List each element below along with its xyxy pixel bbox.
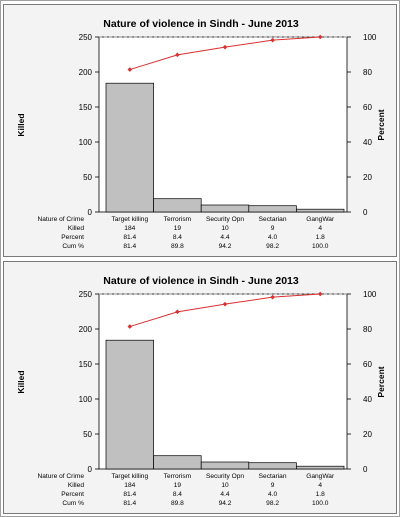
y2-tick-label: 0 [363,465,368,474]
y-tick-label: 0 [88,465,93,474]
y-tick-label: 0 [88,208,93,217]
category-label: Target killing [111,216,148,223]
y2-tick-label: 40 [363,395,372,404]
bar-4 [248,205,297,213]
y2-tick-label: 20 [363,430,372,439]
table-percent-value: 1.8 [316,491,325,498]
table-cum-value: 89.8 [171,243,184,250]
table-killed-value: 4 [318,225,322,232]
table-percent-value: 4.0 [268,234,277,241]
bar-1 [105,339,154,470]
cumulative-point-4 [270,294,275,300]
table-cum-value: 94.2 [219,500,232,507]
table-cum-value: 100.0 [312,243,329,250]
table-row-label: Cum % [62,243,84,250]
table-cum-value: 81.4 [123,500,136,507]
table-percent-value: 8.4 [173,491,182,498]
table-killed-value: 9 [271,482,275,489]
y2-tick-label: 40 [363,138,372,147]
y-tick-label: 200 [79,68,93,77]
pareto-chart-panel-bottom: Nature of violence in Sindh - June 2013 0… [3,261,397,514]
y2-tick-label: 80 [363,325,372,334]
bar-5 [296,465,345,470]
cumulative-point-3 [222,301,228,307]
bar-5 [296,208,345,213]
y2-tick-label: 80 [363,68,372,77]
y2-tick-label: 60 [363,360,372,369]
table-cum-value: 94.2 [219,243,232,250]
chart-title: Nature of violence in Sindh - June 2013 [103,18,299,30]
y2-axis-label: Percent [376,109,386,140]
y-axis-label: Killed [16,113,26,136]
category-label: Terrorism [164,216,192,223]
category-label: Target killing [111,473,148,480]
y2-tick-label: 0 [363,208,368,217]
y2-tick-label: 60 [363,103,372,112]
table-row-label: Nature of Crime [37,216,84,223]
category-label: Sectarian [259,216,287,223]
table-percent-value: 1.8 [316,234,325,241]
y2-tick-label: 100 [363,33,377,42]
table-row-label: Nature of Crime [37,473,84,480]
table-row-label: Killed [68,482,84,489]
table-percent-value: 8.4 [173,234,182,241]
y-tick-label: 150 [79,360,93,369]
table-row-label: Killed [68,225,84,232]
table-killed-value: 19 [174,482,182,489]
bar-2 [153,198,202,213]
table-killed-value: 10 [221,482,229,489]
table-cum-value: 98.2 [266,243,279,250]
y-tick-label: 100 [79,395,93,404]
category-label: Security Opn [206,473,244,480]
y2-axis-label: Percent [376,366,386,397]
cumulative-point-5 [317,291,323,297]
table-row-label: Percent [61,234,84,241]
pareto-chart-bottom: Nature of violence in Sindh - June 2013 0… [16,275,386,507]
table-cum-value: 89.8 [171,500,184,507]
chart-title: Nature of violence in Sindh - June 2013 [103,275,299,287]
y-tick-label: 250 [79,33,93,42]
table-killed-value: 4 [318,482,322,489]
table-killed-value: 184 [124,482,135,489]
table-percent-value: 4.0 [268,491,277,498]
table-killed-value: 9 [271,225,275,232]
category-label: GangWar [306,216,335,223]
y-tick-label: 250 [79,290,93,299]
y-tick-label: 100 [79,138,93,147]
category-label: GangWar [306,473,335,480]
bar-3 [200,204,250,213]
table-row-label: Percent [61,491,84,498]
cumulative-point-2 [175,52,180,58]
table-killed-value: 10 [221,225,229,232]
table-percent-value: 81.4 [123,491,136,498]
y2-tick-label: 100 [363,290,377,299]
table-killed-value: 19 [174,225,182,232]
table-percent-value: 4.4 [220,491,229,498]
category-label: Sectarian [259,473,287,480]
y2-tick-label: 20 [363,173,372,182]
bar-2 [153,455,202,470]
cumulative-point-4 [270,37,275,43]
pareto-chart-panel-top: Nature of violence in Sindh - June 2013 0… [3,4,397,257]
y-tick-label: 150 [79,103,93,112]
table-percent-value: 81.4 [123,234,136,241]
bar-4 [248,462,297,470]
cumulative-point-3 [222,44,228,50]
bar-1 [105,82,154,213]
pareto-chart-top: Nature of violence in Sindh - June 2013 0… [16,18,386,250]
table-row-label: Cum % [62,500,84,507]
y-tick-label: 50 [83,430,92,439]
y-tick-label: 200 [79,325,93,334]
table-percent-value: 4.4 [220,234,229,241]
category-label: Security Opn [206,216,244,223]
y-axis-label: Killed [16,370,26,393]
table-cum-value: 81.4 [123,243,136,250]
category-label: Terrorism [164,473,192,480]
table-cum-value: 98.2 [266,500,279,507]
y-tick-label: 50 [83,173,92,182]
bar-3 [200,461,250,470]
table-killed-value: 184 [124,225,135,232]
table-cum-value: 100.0 [312,500,329,507]
